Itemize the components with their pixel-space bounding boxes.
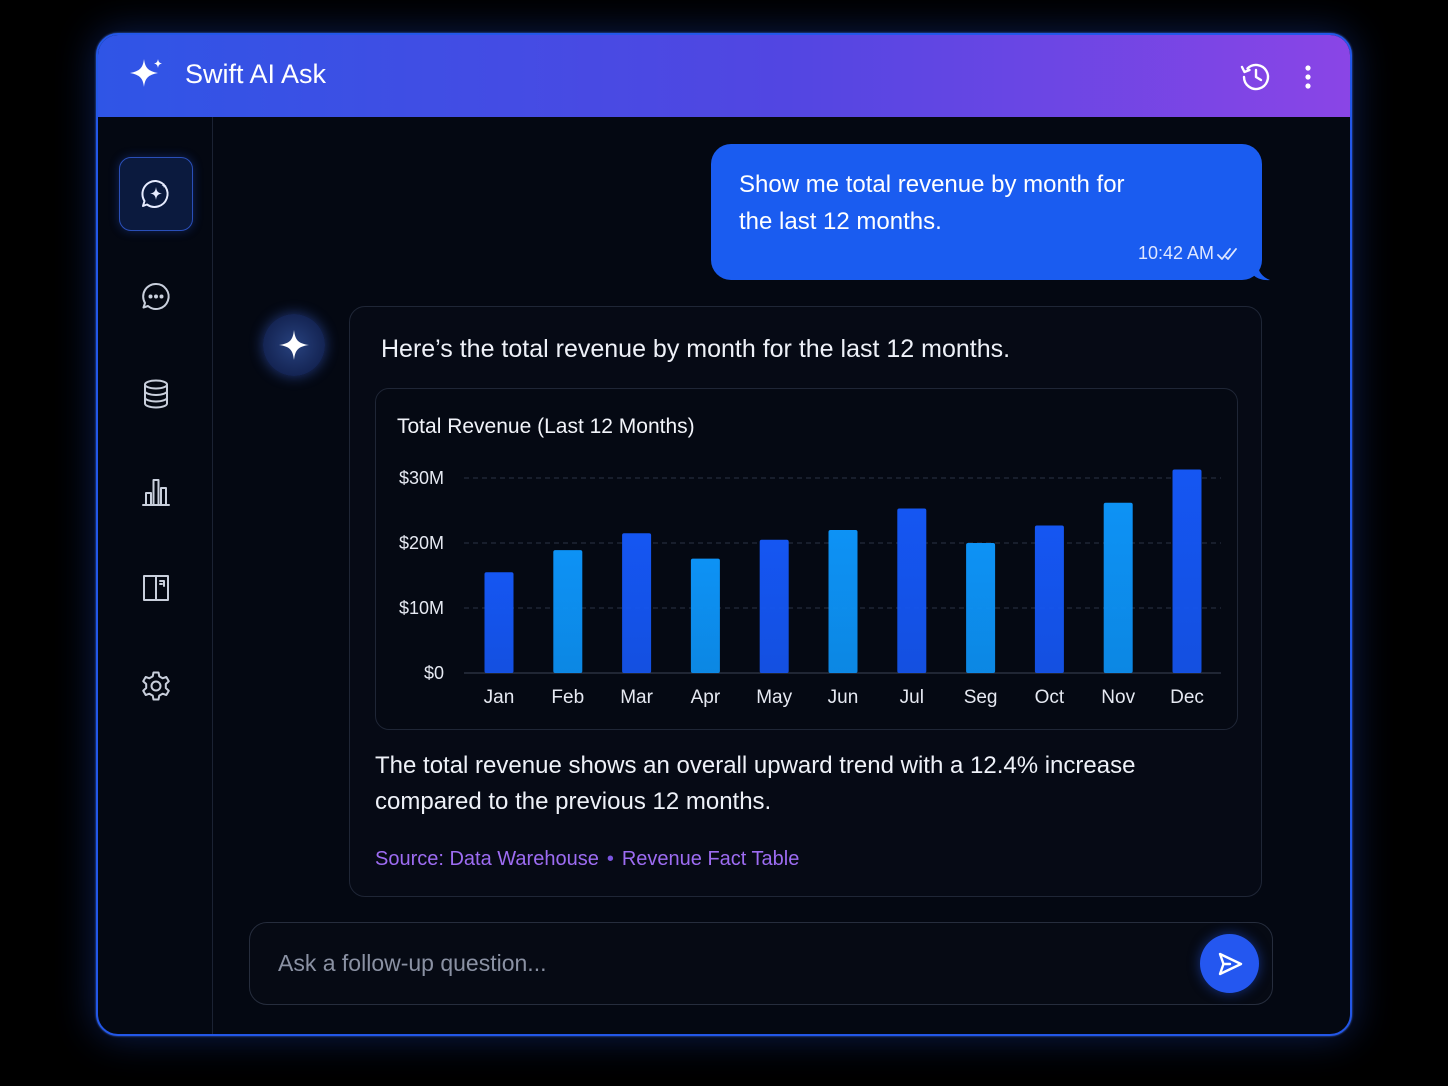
x-tick-label: Oct — [1035, 687, 1065, 708]
revenue-bar-chart: $0 $10M $20M $30M Jan Feb Mar Apr May Jun Jul Seg Oc… — [399, 468, 1221, 708]
gear-icon — [142, 671, 170, 701]
y-tick-label: $10M — [399, 598, 444, 618]
source-table-link[interactable]: Revenue Fact Table — [621, 848, 800, 870]
x-tick-label: Nov — [1101, 687, 1135, 708]
more-vertical-icon[interactable] — [1296, 59, 1320, 95]
x-tick-label: Jul — [900, 687, 924, 708]
source-separator: • — [606, 848, 614, 870]
follow-up-input[interactable] — [278, 943, 1178, 983]
bar-mar[interactable] — [622, 533, 652, 673]
sidebar-item-reports[interactable] — [119, 455, 193, 529]
sidebar-item-settings[interactable] — [119, 649, 193, 723]
x-tick-label: Seg — [964, 687, 998, 708]
bar-chart-icon — [142, 479, 170, 506]
y-tick-label: $0 — [424, 663, 444, 683]
bubble-tail — [1248, 265, 1270, 281]
double-check-icon — [1217, 248, 1237, 260]
bar-may[interactable] — [759, 539, 789, 673]
source-label[interactable]: Source: Data Warehouse — [375, 848, 599, 870]
app-title: Swift AI Ask — [185, 59, 327, 89]
sidebar-item-library[interactable] — [119, 551, 193, 625]
user-message-text: Show me total revenue by month for the l… — [739, 171, 1125, 235]
bar-jul[interactable] — [897, 508, 927, 673]
database-icon — [144, 379, 168, 409]
send-icon — [1218, 952, 1242, 975]
sparkle-chat-icon — [141, 179, 169, 208]
bar-oct[interactable] — [1034, 525, 1064, 673]
assistant-summary-text: The total revenue shows an overall upwar… — [375, 752, 1136, 815]
x-tick-label: Dec — [1170, 687, 1204, 708]
bar-apr[interactable] — [690, 558, 720, 673]
sidebar-item-chats[interactable] — [119, 259, 193, 333]
y-tick-label: $30M — [399, 468, 444, 488]
user-message-bubble: Show me total revenue by month for the l… — [711, 144, 1262, 280]
sparkle-icon — [279, 330, 309, 360]
sidebar — [98, 117, 213, 1034]
assistant-avatar — [263, 314, 325, 376]
chat-bubble-icon — [142, 282, 170, 310]
x-tick-label: Feb — [551, 687, 584, 708]
title-bar: Swift AI Ask — [98, 35, 1350, 117]
sidebar-item-data-sources[interactable] — [119, 357, 193, 431]
source-line: Source: Data Warehouse • Revenue Fact Tabl… — [375, 848, 799, 871]
assistant-intro-text: Here’s the total revenue by month for th… — [381, 335, 1011, 363]
x-tick-label: Apr — [691, 687, 721, 708]
follow-up-input-bar — [249, 922, 1273, 1005]
app-window: Swift AI Ask — [96, 33, 1352, 1036]
bar-jun[interactable] — [828, 530, 858, 673]
bar-jan[interactable] — [484, 572, 514, 673]
revenue-chart-card: Total Revenue (Last 12 Months) $0 $10M $20… — [375, 388, 1238, 730]
x-tick-label: May — [756, 687, 792, 708]
message-timestamp: 10:42 AM — [1137, 243, 1214, 263]
x-tick-label: Jun — [828, 687, 859, 708]
assistant-message-card: Here’s the total revenue by month for th… — [349, 306, 1262, 897]
book-icon — [143, 575, 169, 601]
sparkle-logo-icon — [130, 59, 162, 87]
bar-nov[interactable] — [1103, 502, 1133, 673]
y-tick-label: $20M — [399, 533, 444, 553]
bar-seg[interactable] — [966, 543, 996, 673]
bar-feb[interactable] — [553, 550, 583, 673]
send-button[interactable] — [1200, 934, 1259, 993]
x-tick-label: Jan — [484, 687, 515, 708]
x-tick-label: Mar — [620, 687, 653, 708]
chart-title: Total Revenue (Last 12 Months) — [397, 415, 695, 438]
bar-dec[interactable] — [1172, 469, 1202, 673]
history-icon[interactable] — [1238, 59, 1274, 95]
sidebar-item-ai-chat[interactable] — [119, 157, 193, 231]
